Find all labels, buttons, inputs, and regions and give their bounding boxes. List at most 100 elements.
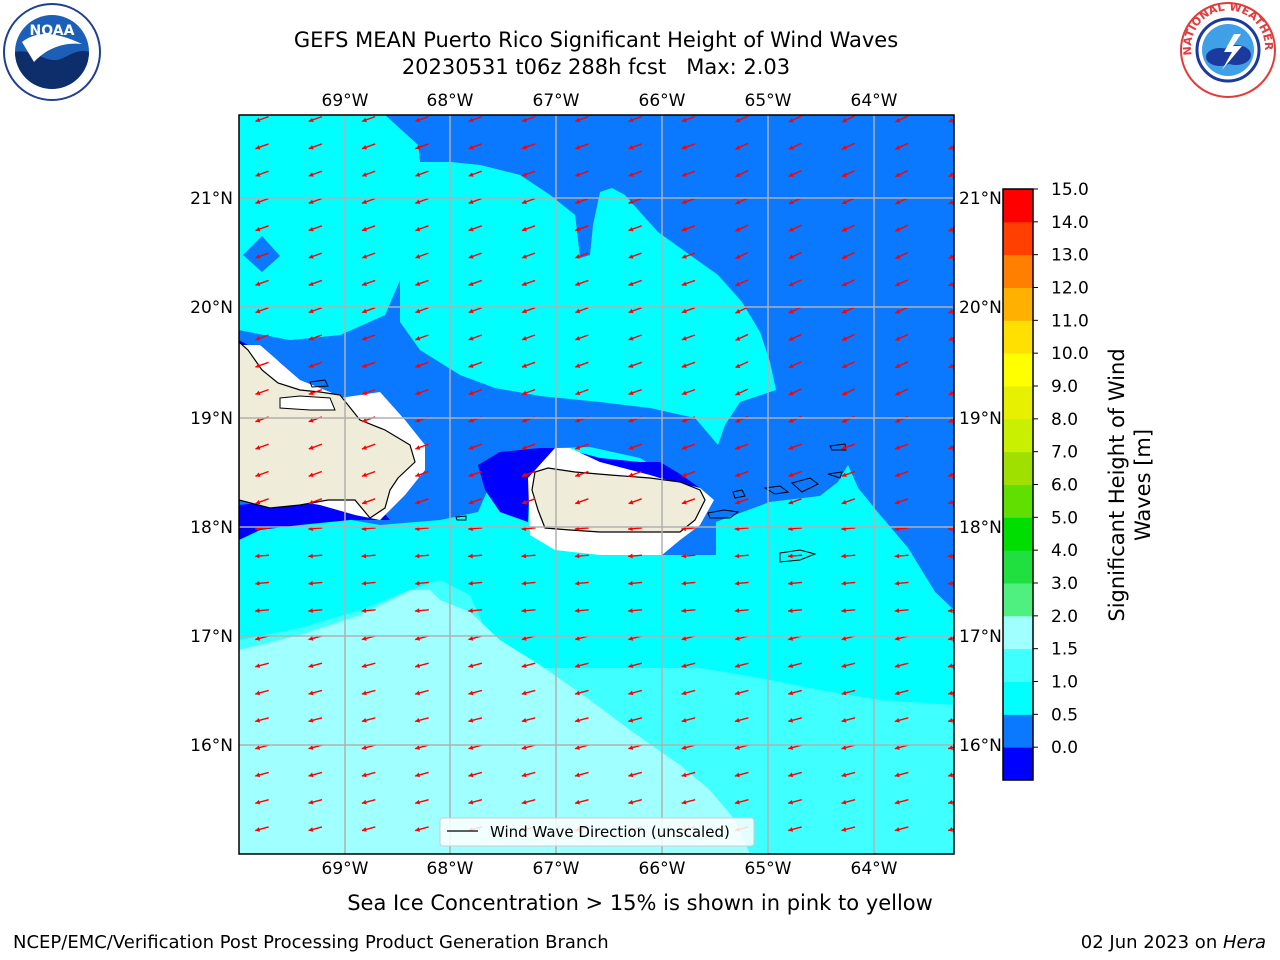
map-frame [238, 114, 955, 855]
arrow-head [308, 717, 314, 723]
arrow-head [841, 309, 847, 314]
arrow-head [894, 608, 900, 614]
arrow-head [681, 608, 687, 614]
arrow-head [415, 717, 420, 723]
arrow-head [841, 445, 847, 450]
arrow-head [628, 254, 634, 259]
arrow-head [308, 608, 313, 614]
arrow-head [948, 799, 953, 805]
colorbar-segment [1003, 517, 1033, 551]
arrow-head [628, 580, 633, 586]
st-thomas-island [763, 485, 790, 495]
arrow-head [788, 199, 794, 205]
colorbar-tick-label: 5.0 [1051, 508, 1078, 528]
arrow-head [894, 799, 900, 805]
arrow-head [788, 799, 794, 805]
arrow-head [948, 663, 953, 668]
arrow-head [308, 281, 314, 286]
arrow-head [414, 608, 420, 614]
arrow-head [361, 553, 367, 559]
arrow-head [468, 226, 474, 232]
arrow-head [788, 636, 794, 641]
arrow-head [255, 717, 261, 723]
arrow-head [895, 445, 900, 450]
arrow-head [255, 199, 261, 205]
map-axis-labels: 69°W 69°W 68°W 68°W 67°W 67°W 66°W 66°W 65°W 65°W… [190, 91, 1002, 879]
colorbar-tick-label: 15.0 [1051, 180, 1089, 200]
arrow-head [788, 717, 794, 723]
arrow-head [468, 199, 474, 205]
arrow-head [948, 145, 954, 150]
arrow-head [841, 827, 847, 832]
arrow-head [948, 199, 954, 205]
arrow-head [681, 690, 687, 696]
arrow-head [521, 608, 527, 614]
arrow-head [362, 417, 367, 423]
footer-date: 02 Jun 2023 on Hera [1081, 932, 1266, 953]
arrow-head [308, 117, 314, 123]
arrow-head [575, 499, 581, 505]
arrow-head [308, 745, 314, 750]
colorbar-tick-label: 6.0 [1051, 476, 1078, 496]
arrow-head [628, 636, 634, 641]
arrow-head [415, 117, 421, 123]
arrow-head [415, 772, 420, 778]
arrow-head [468, 417, 474, 423]
colorbar-tick-label: 0.5 [1051, 705, 1078, 725]
arrow-head [628, 690, 634, 696]
arrow-head [255, 772, 261, 778]
arrow-head [575, 144, 581, 150]
arrow-head [788, 418, 794, 423]
arrow-head [521, 390, 527, 396]
arrow-head [788, 145, 794, 150]
arrow-head [734, 745, 740, 750]
arrow-head [521, 445, 527, 450]
arrow-head [841, 254, 847, 259]
arrow-head [575, 636, 580, 641]
arrow-head [628, 308, 634, 314]
colorbar-segment [1003, 320, 1033, 354]
colorbar-segment [1003, 386, 1033, 420]
arrow-head [575, 117, 581, 123]
noaa-logo-text: NOAA [30, 23, 75, 39]
chart-title: GEFS MEAN Puerto Rico Significant Height… [293, 28, 899, 52]
lon-label-top: 67°W [533, 91, 580, 111]
arrow-head [468, 499, 474, 505]
arrow-head [628, 199, 634, 205]
arrow-head [575, 254, 581, 259]
arrow-head [735, 499, 741, 505]
arrow-head [628, 226, 634, 232]
colorbar-tick-label: 0.0 [1051, 738, 1078, 758]
arrow-head [681, 636, 687, 641]
arrow-head [735, 309, 741, 314]
arrow-head [468, 553, 473, 559]
arrow-head [681, 745, 687, 750]
colorbar-segment [1003, 221, 1033, 256]
arrow-head [841, 690, 847, 696]
colorbar-tick-label: 11.0 [1051, 311, 1089, 331]
arrow-head [362, 308, 367, 314]
arrow-head [681, 772, 687, 778]
arrow-head [415, 499, 421, 505]
arrow-head [628, 499, 634, 505]
arrow-head [255, 690, 261, 696]
lon-label-top: 65°W [745, 91, 792, 111]
arrow-head [308, 199, 314, 205]
arrow-head [628, 772, 634, 778]
colorbar-tick-label: 10.0 [1051, 344, 1089, 364]
arrow-head [362, 472, 367, 478]
colorbar-tick-label: 7.0 [1051, 443, 1078, 463]
arrow-head [948, 172, 954, 177]
arrow-head [735, 418, 741, 423]
arrow-head [468, 308, 474, 314]
colorbar-tick-label: 3.0 [1051, 574, 1078, 594]
arrow-head [575, 390, 581, 396]
anegada-island [829, 443, 847, 451]
arrow-head [361, 608, 367, 614]
nws-logo-icon: NATIONAL WEATHER SERVICE [1178, 0, 1276, 98]
tortola-island [790, 477, 819, 493]
arrow-head [948, 418, 954, 423]
arrow-head [681, 199, 687, 205]
lat-label-right: 21°N [959, 189, 1002, 209]
arrow-head [895, 254, 901, 259]
